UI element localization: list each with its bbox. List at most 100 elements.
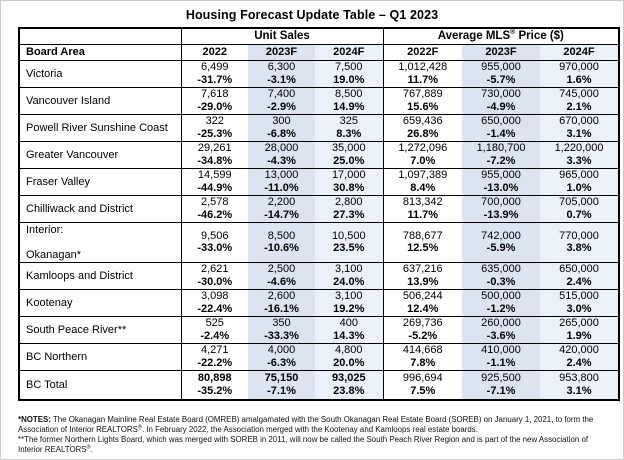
cell-percent-change: -2.4% xyxy=(200,329,230,342)
cell-percent-change: 14.3% xyxy=(333,329,365,342)
cell-value: 400 xyxy=(339,317,358,329)
unit-sales-cell: 9,506 -33.0% xyxy=(181,221,248,262)
cell-percent-change: -5.9% xyxy=(486,242,516,254)
cell-value: 300 xyxy=(272,115,291,127)
cell-percent-change: -25.3% xyxy=(197,127,233,140)
unit-sales-cell: 35,000 25.0% xyxy=(315,140,384,168)
cell-value: 1,097,389 xyxy=(398,169,448,181)
price-year-2023f: 2023F xyxy=(462,43,541,60)
avg-price-group-header: Average MLS® Price ($) xyxy=(382,27,620,44)
unit-year-2022: 2022 xyxy=(181,43,248,60)
avg-price-cell: 996,694 7.5% xyxy=(382,369,463,400)
unit-sales-cell: 10,500 23.5% xyxy=(315,221,384,262)
board-area-cell: BC Northern xyxy=(19,342,182,370)
avg-price-cell: 955,000 -13.0% xyxy=(462,167,541,195)
cell-percent-change: -6.3% xyxy=(267,356,296,369)
table-row: South Peace River** 525 -2.4% 350 -33.3% 400 1… xyxy=(19,315,620,343)
cell-value: 420,000 xyxy=(559,344,599,356)
cell-value: 1,180,700 xyxy=(476,142,526,154)
cell-value: 17,000 xyxy=(331,169,366,181)
cell-value: 996,694 xyxy=(402,372,443,385)
board-area-header: Board Area xyxy=(19,43,182,60)
cell-percent-change: 25.0% xyxy=(333,154,365,167)
unit-sales-cell: 4,271 -22.2% xyxy=(181,342,248,370)
cell-percent-change: 1.6% xyxy=(566,73,592,86)
cell-value: 6,300 xyxy=(267,61,296,73)
unit-sales-cell: 6,499 -31.7% xyxy=(181,59,248,87)
table-row: BC Northern 4,271 -22.2% 4,000 -6.3% 4,800 20.… xyxy=(19,342,620,370)
cell-value: 515,000 xyxy=(559,290,599,302)
cell-percent-change: -7.2% xyxy=(486,154,516,167)
unit-sales-cell: 3,100 24.0% xyxy=(315,261,384,289)
cell-percent-change: 30.8% xyxy=(333,181,365,194)
cell-value: 3,100 xyxy=(335,263,363,275)
cell-percent-change: -2.9% xyxy=(267,100,296,113)
cell-value: 75,150 xyxy=(264,372,299,385)
cell-value: 3,098 xyxy=(200,290,229,302)
cell-percent-change: 3.1% xyxy=(566,384,592,397)
footnotes: *NOTES: The Okanagan Mainline Real Estat… xyxy=(18,415,612,455)
cell-value: 955,000 xyxy=(481,169,521,181)
cell-percent-change: -1.2% xyxy=(486,302,516,315)
cell-value: 705,000 xyxy=(559,196,599,208)
cell-percent-change: 3.8% xyxy=(566,242,592,254)
cell-value: 4,000 xyxy=(267,344,296,356)
avg-price-cell: 955,000 -5.7% xyxy=(462,59,541,87)
avg-price-cell: 813,342 11.7% xyxy=(382,194,463,222)
group-header-row: Unit Sales Average MLS® Price ($) xyxy=(19,27,620,44)
cell-percent-change: -10.6% xyxy=(264,242,299,254)
avg-price-cell: 500,000 -1.2% xyxy=(462,288,541,316)
unit-sales-cell: 75,150 -7.1% xyxy=(248,369,315,400)
avg-price-cell: 1,220,000 3.3% xyxy=(540,140,620,168)
cell-value: 742,000 xyxy=(481,229,521,242)
avg-price-cell: 700,000 -13.9% xyxy=(462,194,541,222)
cell-value: 1,220,000 xyxy=(554,142,604,154)
cell-percent-change: 19.0% xyxy=(333,73,365,86)
footnote-1: *NOTES: The Okanagan Mainline Real Estat… xyxy=(18,415,612,435)
cell-percent-change: 3.3% xyxy=(566,154,592,167)
cell-value: 2,600 xyxy=(267,290,296,302)
unit-year-2024f: 2024F xyxy=(315,43,384,60)
unit-sales-cell: 2,621 -30.0% xyxy=(181,261,248,289)
cell-percent-change: 7.0% xyxy=(410,154,436,167)
avg-price-cell: 1,097,389 8.4% xyxy=(382,167,463,195)
cell-percent-change: -1.4% xyxy=(486,127,516,140)
cell-percent-change: 11.7% xyxy=(407,208,439,221)
cell-value: 7,500 xyxy=(335,61,363,73)
unit-sales-cell: 7,618 -29.0% xyxy=(181,86,248,114)
cell-value: 4,271 xyxy=(200,344,229,356)
cell-percent-change: 12.5% xyxy=(407,242,439,254)
unit-sales-cell: 2,200 -14.7% xyxy=(248,194,315,222)
unit-sales-cell: 13,000 -11.0% xyxy=(248,167,315,195)
avg-price-cell: 770,000 3.8% xyxy=(540,221,620,262)
cell-value: 8,500 xyxy=(335,88,363,100)
avg-price-cell: 265,000 1.9% xyxy=(540,315,620,343)
cell-value: 1,272,096 xyxy=(398,142,448,154)
page-title: Housing Forecast Update Table – Q1 2023 xyxy=(185,8,439,22)
cell-value: 506,244 xyxy=(402,290,443,302)
board-area-cell: Kamloops and District xyxy=(19,261,182,289)
cell-value: 745,000 xyxy=(559,88,599,100)
registered-mark: ® xyxy=(510,29,516,37)
cell-percent-change: -34.8% xyxy=(197,154,233,167)
unit-sales-cell: 4,800 20.0% xyxy=(315,342,384,370)
cell-percent-change: 20.0% xyxy=(333,356,365,369)
cell-percent-change: -3.6% xyxy=(486,329,516,342)
table-row: Fraser Valley 14,599 -44.9% 13,000 -11.0% 17,… xyxy=(19,167,620,195)
unit-sales-cell: 525 -2.4% xyxy=(181,315,248,343)
cell-value: 29,261 xyxy=(197,142,232,154)
avg-price-cell: 650,000 -1.4% xyxy=(462,113,541,141)
cell-percent-change: -16.1% xyxy=(264,302,299,315)
board-area-cell: South Peace River** xyxy=(19,315,182,343)
cell-percent-change: 14.9% xyxy=(333,100,365,113)
avg-price-cell: 1,272,096 7.0% xyxy=(382,140,463,168)
table-row: Vancouver Island 7,618 -29.0% 7,400 -2.9% 8,5… xyxy=(19,86,620,114)
avg-price-cell: 515,000 3.0% xyxy=(540,288,620,316)
avg-price-cell: 269,736 -5.2% xyxy=(382,315,463,343)
cell-value: 767,889 xyxy=(402,88,443,100)
avg-price-label-prefix: Average MLS xyxy=(437,30,511,43)
cell-value: 730,000 xyxy=(481,88,521,100)
avg-price-cell: 414,668 7.8% xyxy=(382,342,463,370)
cell-value: 350 xyxy=(272,317,291,329)
